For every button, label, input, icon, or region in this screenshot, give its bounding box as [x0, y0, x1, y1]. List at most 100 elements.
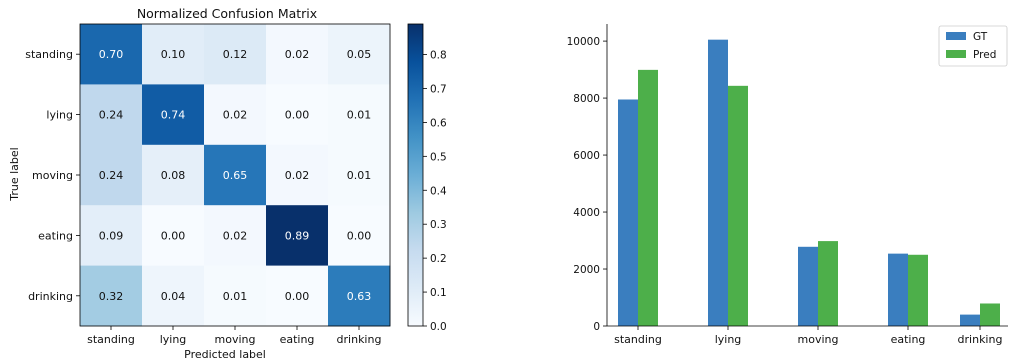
bar-x-tick-label: standing	[614, 333, 662, 346]
colorbar-tick-label: 0.2	[430, 253, 447, 265]
colorbar-ticks: 0.0 0.1 0.2 0.3 0.4 0.5 0.6 0.7 0.8	[423, 50, 447, 333]
cm-cell-value: 0.63	[347, 290, 372, 303]
cm-cell-value: 0.01	[223, 290, 248, 303]
cm-cell	[80, 84, 143, 146]
bar-x-ticks: standing lying moving eating drinking	[614, 326, 1002, 346]
colorbar-tick-label: 0.8	[430, 50, 447, 62]
bar-pred-drinking	[980, 303, 1000, 326]
bar-x-tick-label: drinking	[958, 333, 1003, 346]
cm-cell-value: 0.02	[285, 169, 310, 182]
cm-cell	[80, 265, 143, 327]
legend-label-gt: GT	[973, 31, 988, 43]
bar-pred-moving	[818, 241, 838, 326]
cm-y-tick-label: lying	[46, 109, 73, 122]
cm-cell-value: 0.02	[285, 48, 310, 61]
cm-cell	[204, 24, 267, 85]
cm-cell	[204, 84, 267, 146]
cm-cell	[204, 265, 267, 327]
colorbar-tick-label: 0.4	[430, 185, 447, 197]
cm-x-tick-label: drinking	[337, 333, 382, 346]
bar-chart: 0 2000 4000 6000 8000 10000 standing lying movi…	[567, 24, 1008, 346]
cm-cell-value: 0.74	[161, 109, 186, 122]
cm-cell	[328, 265, 391, 327]
cm-y-ticks: standing lying moving eating drinking	[25, 48, 80, 303]
cm-cell-value: 0.65	[223, 169, 248, 182]
cm-cell-value: 0.24	[99, 109, 124, 122]
colorbar-tick-label: 0.6	[430, 117, 447, 129]
cm-cell	[328, 144, 391, 206]
cm-cell-value: 0.09	[99, 229, 124, 242]
colorbar-tick-label: 0.1	[430, 287, 447, 299]
cm-cell-value: 0.00	[285, 290, 310, 303]
bar-y-tick-label: 2000	[573, 264, 600, 276]
cm-x-ticks: standing lying moving eating drinking	[87, 326, 381, 346]
cm-cell	[266, 265, 329, 327]
bar-x-tick-label: eating	[891, 333, 926, 346]
cm-title: Normalized Confusion Matrix	[137, 6, 317, 21]
cm-cell-labels: 0.70 0.10 0.12 0.02 0.05 0.24 0.74 0.02 0.00 0.01…	[99, 48, 372, 303]
colorbar-gradient	[407, 23, 424, 327]
colorbar: 0.0 0.1 0.2 0.3 0.4 0.5 0.6 0.7 0.8	[407, 23, 447, 333]
bar-y-tick-label: 0	[593, 321, 600, 333]
legend-swatch-gt	[946, 32, 966, 40]
bar-y-tick-label: 8000	[573, 93, 600, 105]
cm-cell	[80, 24, 143, 85]
cm-cell	[142, 84, 205, 146]
legend-swatch-pred	[946, 50, 966, 58]
bar-y-tick-label: 6000	[573, 150, 600, 162]
cm-cell	[204, 205, 267, 266]
cm-cell	[142, 144, 205, 206]
bar-y-tick-label: 10000	[567, 36, 600, 48]
colorbar-tick-label: 0.5	[430, 151, 447, 163]
cm-cell-value: 0.89	[285, 229, 310, 242]
cm-cell-value: 0.12	[223, 48, 248, 61]
cm-frame	[79, 23, 391, 327]
cm-cell-value: 0.01	[347, 109, 372, 122]
colorbar-tick-label: 0.0	[430, 321, 447, 333]
cm-cell	[328, 84, 391, 146]
cm-cell	[328, 205, 391, 266]
cm-cell	[142, 24, 205, 85]
cm-ylabel: True label	[8, 147, 21, 201]
cm-cell	[266, 24, 329, 85]
cm-xlabel: Predicted label	[184, 348, 266, 361]
confusion-matrix-chart: Normalized Confusion Matrix Predicted la…	[8, 6, 391, 361]
cm-cell-value: 0.04	[161, 290, 186, 303]
cm-cell	[80, 144, 143, 206]
bar-y-ticks: 0 2000 4000 6000 8000 10000	[567, 36, 607, 333]
cm-cell-value: 0.05	[347, 48, 372, 61]
cm-cell-value: 0.00	[347, 229, 372, 242]
cm-cell	[204, 144, 267, 206]
colorbar-tick-label: 0.3	[430, 219, 447, 231]
bar-gt-eating	[888, 253, 908, 326]
bar-x-tick-label: lying	[715, 333, 742, 346]
bar-gt-moving	[798, 246, 818, 326]
bar-gt-drinking	[960, 314, 980, 326]
cm-x-tick-label: standing	[87, 333, 135, 346]
cm-cell-value: 0.10	[161, 48, 186, 61]
bar-gt-standing	[618, 99, 638, 326]
cm-cell-value: 0.02	[223, 229, 248, 242]
cm-cell-value: 0.08	[161, 169, 186, 182]
cm-cells	[80, 24, 391, 327]
bar-x-tick-label: moving	[798, 333, 839, 346]
bar-pred-standing	[638, 69, 658, 326]
cm-cell-value: 0.00	[161, 229, 186, 242]
cm-cell-value: 0.02	[223, 109, 248, 122]
cm-cell	[142, 265, 205, 327]
cm-x-tick-label: lying	[160, 333, 187, 346]
cm-cell	[328, 24, 391, 85]
cm-y-tick-label: eating	[38, 229, 73, 242]
legend-label-pred: Pred	[973, 49, 996, 61]
cm-y-tick-label: standing	[25, 48, 73, 61]
cm-x-tick-label: moving	[215, 333, 256, 346]
cm-cell	[266, 144, 329, 206]
cm-y-tick-label: moving	[32, 169, 73, 182]
cm-cell-value: 0.32	[99, 290, 124, 303]
colorbar-tick-label: 0.7	[430, 83, 447, 95]
cm-cell-value: 0.00	[285, 109, 310, 122]
cm-x-tick-label: eating	[280, 333, 315, 346]
cm-cell	[142, 205, 205, 266]
cm-cell-value: 0.24	[99, 169, 124, 182]
